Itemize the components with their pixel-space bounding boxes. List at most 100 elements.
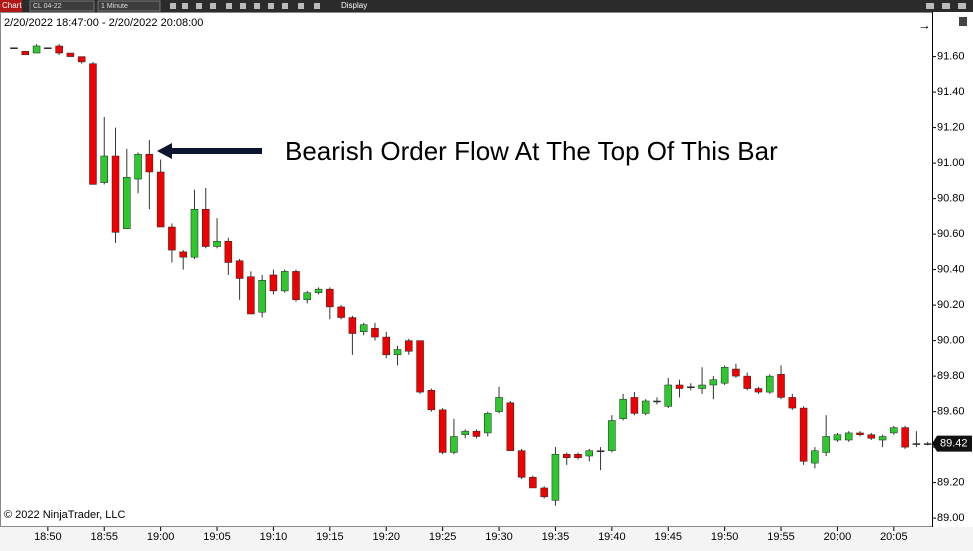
candle-body (461, 430, 469, 435)
candle-body (66, 52, 75, 57)
candle-body (134, 153, 142, 180)
candle-body (608, 420, 616, 451)
chart-tab[interactable] (0, 0, 22, 12)
candle-body (303, 292, 312, 301)
toolbar-icons (170, 3, 966, 9)
icon[interactable] (196, 3, 202, 9)
window-button[interactable] (926, 3, 934, 9)
icon[interactable] (170, 3, 176, 9)
candle-body (766, 375, 774, 393)
candle-body (709, 379, 718, 386)
y-tick-label: 90.00 (937, 335, 965, 347)
icon[interactable] (298, 3, 304, 9)
last-price-tag (932, 435, 972, 452)
x-tick-label: 20:05 (880, 531, 908, 543)
instrument-select[interactable] (29, 0, 95, 12)
icon[interactable] (268, 3, 274, 9)
candle-body (235, 260, 244, 279)
scroll-arrow[interactable]: → (918, 17, 931, 32)
y-tick-label: 89.20 (937, 477, 965, 489)
candle-body (179, 251, 187, 258)
x-tick-label: 19:10 (260, 531, 288, 543)
x-tick-label: 20:00 (824, 531, 852, 543)
y-tick-label: 89.80 (937, 370, 965, 382)
candle-body (822, 436, 830, 453)
candle-body (856, 432, 864, 435)
x-tick-label: 19:30 (485, 531, 513, 543)
candle-body (416, 340, 424, 393)
candle-body (675, 384, 684, 389)
panel-button[interactable] (959, 17, 967, 26)
candle-body (844, 432, 853, 441)
candle-body (698, 384, 706, 389)
candle-body (732, 368, 740, 377)
icon[interactable] (314, 3, 320, 9)
x-tick-label: 19:15 (316, 531, 344, 543)
candle-body (472, 430, 481, 437)
x-tick-label: 19:50 (711, 531, 739, 543)
candle-body (687, 386, 695, 389)
candle-body (337, 306, 345, 318)
candle-body (641, 400, 650, 414)
y-tick-label: 91.00 (937, 157, 965, 169)
candle-body (44, 47, 52, 49)
x-tick-label: 19:00 (147, 531, 175, 543)
candle-body (923, 443, 932, 445)
x-tick-label: 19:40 (598, 531, 626, 543)
candle-body (292, 271, 300, 301)
candle-body (788, 397, 797, 409)
candle-body (529, 477, 537, 489)
annotation-arrowhead (157, 143, 172, 159)
icon[interactable] (210, 3, 216, 9)
candle-body (912, 443, 921, 445)
x-tick-label: 18:55 (90, 531, 118, 543)
y-tick-label: 91.40 (937, 86, 965, 98)
candle-body (258, 280, 266, 313)
y-tick-label: 90.60 (937, 228, 965, 240)
candle-body (720, 366, 729, 384)
candle-body (585, 450, 594, 457)
icon[interactable] (254, 3, 260, 9)
candle-body (100, 155, 108, 183)
candle-body (247, 276, 255, 315)
plot-area (0, 12, 933, 527)
y-tick-label: 89.60 (937, 406, 965, 418)
candle-body (190, 209, 199, 258)
x-tick-label: 19:20 (372, 531, 400, 543)
display-menu[interactable]: Display (341, 1, 367, 10)
candle-body (145, 153, 154, 173)
y-tick-label: 90.40 (937, 264, 965, 276)
window-button[interactable] (942, 3, 950, 9)
icon[interactable] (182, 3, 188, 9)
candle-body (901, 427, 909, 448)
candle-body (213, 240, 221, 247)
candle-body (55, 45, 63, 54)
candle-body (21, 51, 30, 56)
last-price-label: 89.42 (940, 437, 968, 449)
icon[interactable] (226, 3, 232, 9)
candle-body (833, 434, 842, 441)
candle-body (202, 209, 210, 247)
candle-body (619, 398, 627, 419)
x-tick-label: 19:35 (542, 531, 570, 543)
candle-body (438, 409, 447, 453)
y-tick-label: 90.80 (937, 193, 965, 205)
candle-body (280, 271, 289, 292)
interval-select[interactable] (97, 0, 161, 12)
icon[interactable] (282, 3, 288, 9)
icon[interactable] (240, 3, 246, 9)
x-tick-label: 19:25 (429, 531, 457, 543)
candle-body (427, 390, 436, 411)
window-button[interactable] (958, 3, 966, 9)
candle-body (878, 436, 887, 441)
candle-body (77, 56, 86, 63)
time-axis-area (0, 527, 973, 551)
candle-body (653, 400, 661, 403)
candle-body (890, 427, 898, 434)
candle-body (562, 453, 571, 459)
x-tick-label: 19:05 (203, 531, 231, 543)
candle-body (450, 436, 458, 453)
candle-body (867, 434, 876, 439)
candle-body (156, 171, 165, 228)
